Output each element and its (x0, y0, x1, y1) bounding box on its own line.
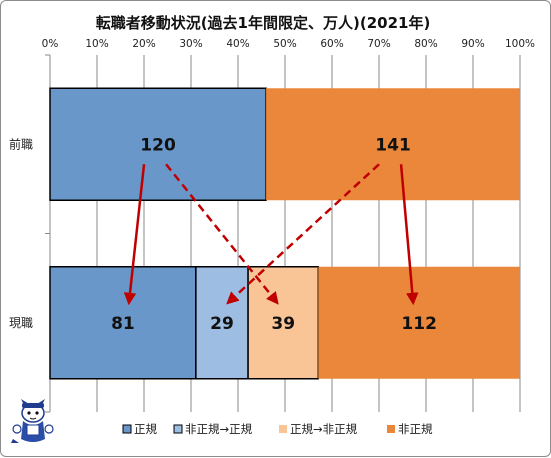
legend-label: 正規→非正規 (290, 422, 358, 436)
category-label: 現職 (9, 316, 33, 330)
legend-label: 非正規 (398, 422, 433, 436)
labels-layer: 0% 10% 20% 30% 40% 50% 60% 70% 80% 90% 100% 前職 120 14… (9, 38, 535, 334)
x-tick-label: 60% (320, 38, 343, 50)
x-tick-label: 0% (42, 38, 59, 50)
legend-swatch (122, 424, 132, 434)
flow-arrow (399, 164, 419, 306)
x-tick-label: 80% (414, 38, 437, 50)
legend-label: 非正規→正規 (185, 422, 253, 436)
bar-segment (266, 88, 520, 201)
arrows-layer (123, 163, 419, 306)
flow-arrow (165, 163, 279, 305)
x-tick-label: 30% (179, 38, 202, 50)
legend-swatch (387, 425, 395, 433)
bars-layer (49, 87, 520, 380)
legend-swatch (173, 424, 183, 434)
data-label: 39 (271, 314, 295, 334)
x-tick-label: 90% (461, 38, 484, 50)
data-label: 81 (111, 314, 135, 334)
x-tick-label: 40% (226, 38, 249, 50)
flow-arrow (226, 163, 380, 305)
cat-mascot-icon (11, 399, 54, 443)
legend-label: 正規 (134, 422, 157, 436)
x-tick-label: 10% (85, 38, 108, 50)
flow-arrow (123, 164, 146, 306)
bar-segment (49, 87, 267, 201)
category-label: 前職 (9, 136, 33, 151)
data-label: 141 (375, 135, 411, 155)
x-tick-label: 20% (132, 38, 155, 50)
data-label: 112 (401, 314, 437, 334)
chart-title: 転職者移動状況(過去1年間限定、万人)(2021年) (96, 14, 431, 32)
x-tick-label: 100% (505, 38, 535, 50)
x-tick-label: 70% (367, 38, 390, 50)
bar-segment (318, 266, 520, 379)
bar-segment (247, 266, 320, 380)
data-label: 29 (210, 314, 234, 334)
legend-swatch (279, 425, 287, 433)
legend: 正規 非正規→正規 正規→非正規 非正規 (122, 422, 433, 436)
bar-segment (49, 266, 197, 380)
x-tick-label: 50% (273, 38, 296, 50)
data-label: 120 (140, 135, 176, 155)
